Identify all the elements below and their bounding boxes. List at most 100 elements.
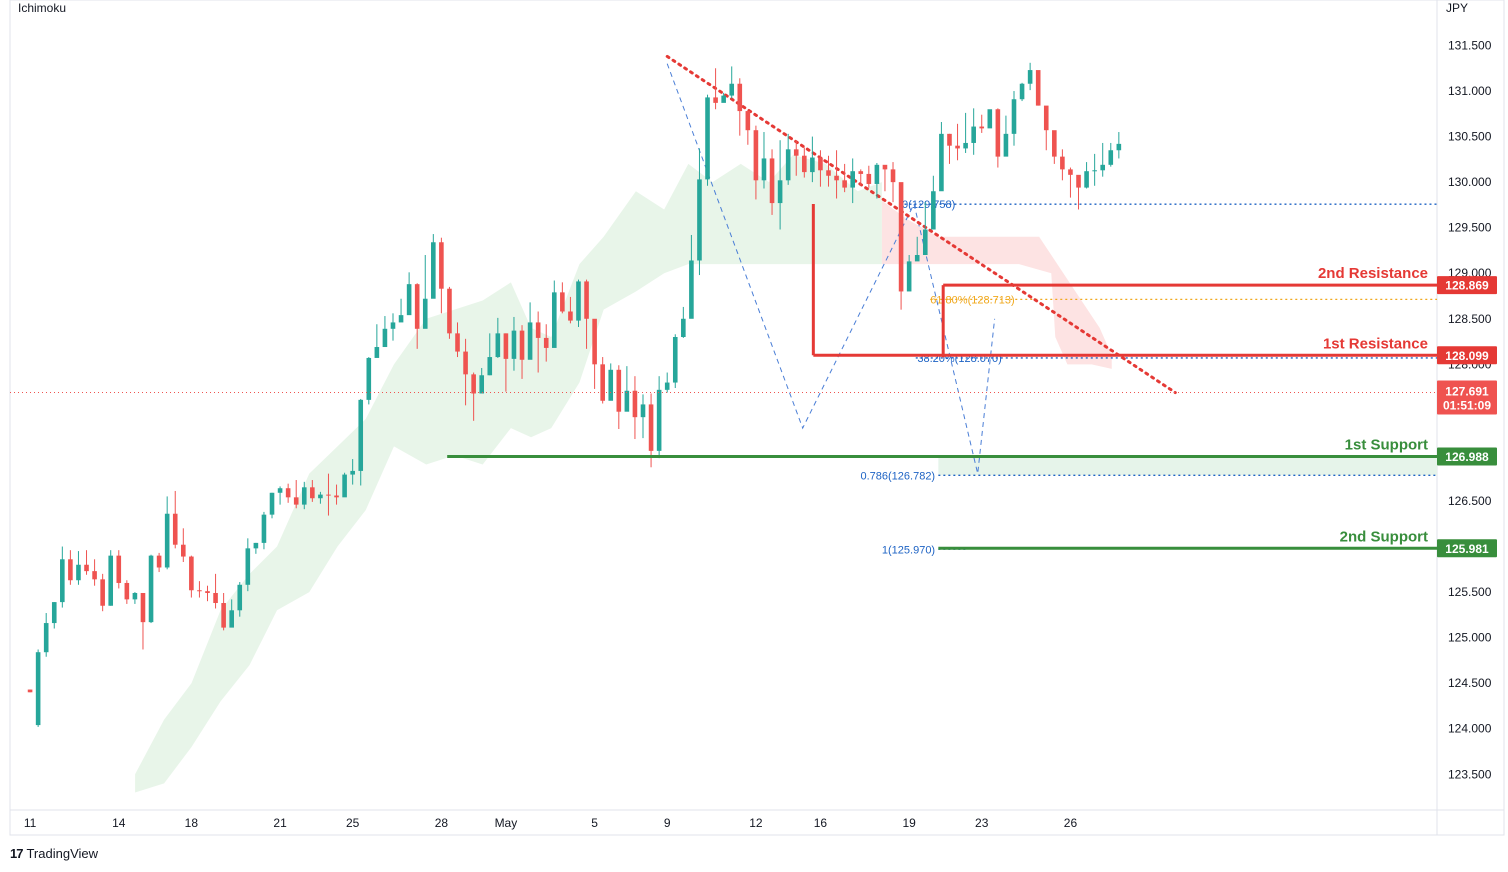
x-tick-label: 28	[435, 816, 449, 830]
countdown-text: 01:51:09	[1443, 398, 1491, 412]
candle-body	[705, 97, 710, 180]
level-name: 1st Resistance	[1323, 335, 1428, 352]
candle-body	[245, 548, 251, 585]
level-price-tag	[1437, 447, 1497, 466]
support-zone	[938, 456, 1437, 476]
candle-body	[342, 474, 347, 498]
candle-body	[189, 556, 194, 591]
candle-body	[382, 328, 388, 348]
candle-body	[568, 311, 573, 321]
candle-body	[406, 284, 412, 316]
candle-body	[132, 592, 138, 600]
candle-body	[616, 369, 622, 412]
candle-body	[205, 591, 210, 593]
x-tick-label: 5	[591, 816, 598, 830]
harmonic-pattern	[666, 63, 996, 474]
candle-body	[148, 555, 154, 623]
candle-body	[995, 109, 1001, 157]
candle-body	[656, 389, 662, 451]
candle-body	[866, 173, 872, 184]
tradingview-brand[interactable]: 17 TradingView	[10, 846, 98, 861]
ichimoku-cloud	[135, 154, 882, 793]
candle-body	[463, 351, 468, 375]
candle-body	[293, 497, 299, 505]
y-tick-label: 128.500	[1448, 312, 1492, 326]
candle-body	[592, 318, 597, 365]
candle-body	[172, 513, 178, 545]
candle-body	[277, 488, 283, 493]
x-tick-label: 26	[1064, 816, 1078, 830]
fib-label: 0.786(126.782)	[860, 470, 935, 482]
candle-body	[35, 652, 41, 726]
candle-body	[834, 175, 839, 181]
candle-body	[906, 261, 912, 292]
candle-body	[84, 564, 89, 572]
candle-body	[543, 337, 549, 348]
candle-body	[1035, 70, 1041, 106]
x-tick-label: 14	[112, 816, 126, 830]
candle-body	[898, 182, 904, 292]
level-price-tag	[1437, 276, 1497, 295]
candle-body	[761, 158, 767, 181]
candle-body	[1019, 83, 1025, 100]
y-tick-label: 124.500	[1448, 676, 1492, 690]
x-tick-label: 23	[975, 816, 989, 830]
candle-body	[439, 242, 444, 289]
candle-body	[931, 191, 936, 230]
candle-body	[124, 582, 130, 600]
candle-body	[1076, 174, 1081, 188]
support-zone-band	[938, 456, 1437, 476]
cloud-bullish-area	[135, 154, 882, 793]
candle-body	[310, 487, 315, 499]
candle-body	[213, 592, 218, 604]
candle-body	[527, 322, 533, 360]
candle-body	[955, 145, 960, 149]
level-price-text: 128.869	[1445, 279, 1489, 293]
level-price-tag	[1437, 539, 1497, 558]
candle-body	[164, 513, 170, 568]
candle-body	[366, 357, 372, 400]
candle-body	[487, 357, 493, 376]
candle-body	[1003, 133, 1009, 157]
fibonacci-levels: 0(129.758)61.80%(128.713)38.20%(128.070)…	[860, 199, 1437, 556]
candle-body	[858, 171, 864, 174]
candle-body	[560, 292, 565, 312]
candle-body	[51, 602, 57, 624]
candle-body	[253, 542, 259, 549]
x-tick-label: 19	[902, 816, 916, 830]
candle-body	[358, 399, 364, 471]
y-tick-label: 125.000	[1448, 631, 1492, 645]
candle-body	[745, 111, 751, 131]
candle-body	[1116, 143, 1122, 151]
candle-body	[92, 571, 97, 580]
candle-body	[197, 590, 202, 592]
candle-body	[503, 333, 509, 359]
candle-body	[802, 155, 807, 173]
candle-body	[285, 488, 291, 498]
level-price-text: 125.981	[1445, 542, 1489, 556]
candle-body	[689, 260, 694, 319]
candle-body	[431, 242, 436, 299]
candle-body	[76, 564, 81, 581]
x-tick-label: 18	[185, 816, 199, 830]
y-tick-label: 130.000	[1448, 175, 1492, 189]
y-tick-label: 131.000	[1448, 84, 1492, 98]
y-tick-label: 129.500	[1448, 221, 1492, 235]
candle-body	[850, 171, 855, 188]
candle-body	[632, 390, 638, 418]
x-tick-label: 11	[24, 816, 37, 830]
candle-body	[334, 495, 339, 498]
pattern-line	[666, 63, 996, 474]
time-axis[interactable]: 11 14 18 21 25 28 May 5 9 12 16 19 23 26	[24, 816, 1078, 830]
candle-body	[374, 347, 380, 358]
candle-body	[1060, 156, 1065, 170]
candle-body	[156, 555, 162, 568]
fib-label: 1(125.970)	[882, 544, 935, 556]
candle-body	[221, 603, 226, 628]
candle-body	[1011, 99, 1017, 134]
candle-body	[914, 255, 920, 262]
y-tick-label: 123.500	[1448, 767, 1492, 781]
level-price-text: 126.988	[1445, 450, 1489, 464]
y-tick-label: 131.500	[1448, 38, 1492, 52]
